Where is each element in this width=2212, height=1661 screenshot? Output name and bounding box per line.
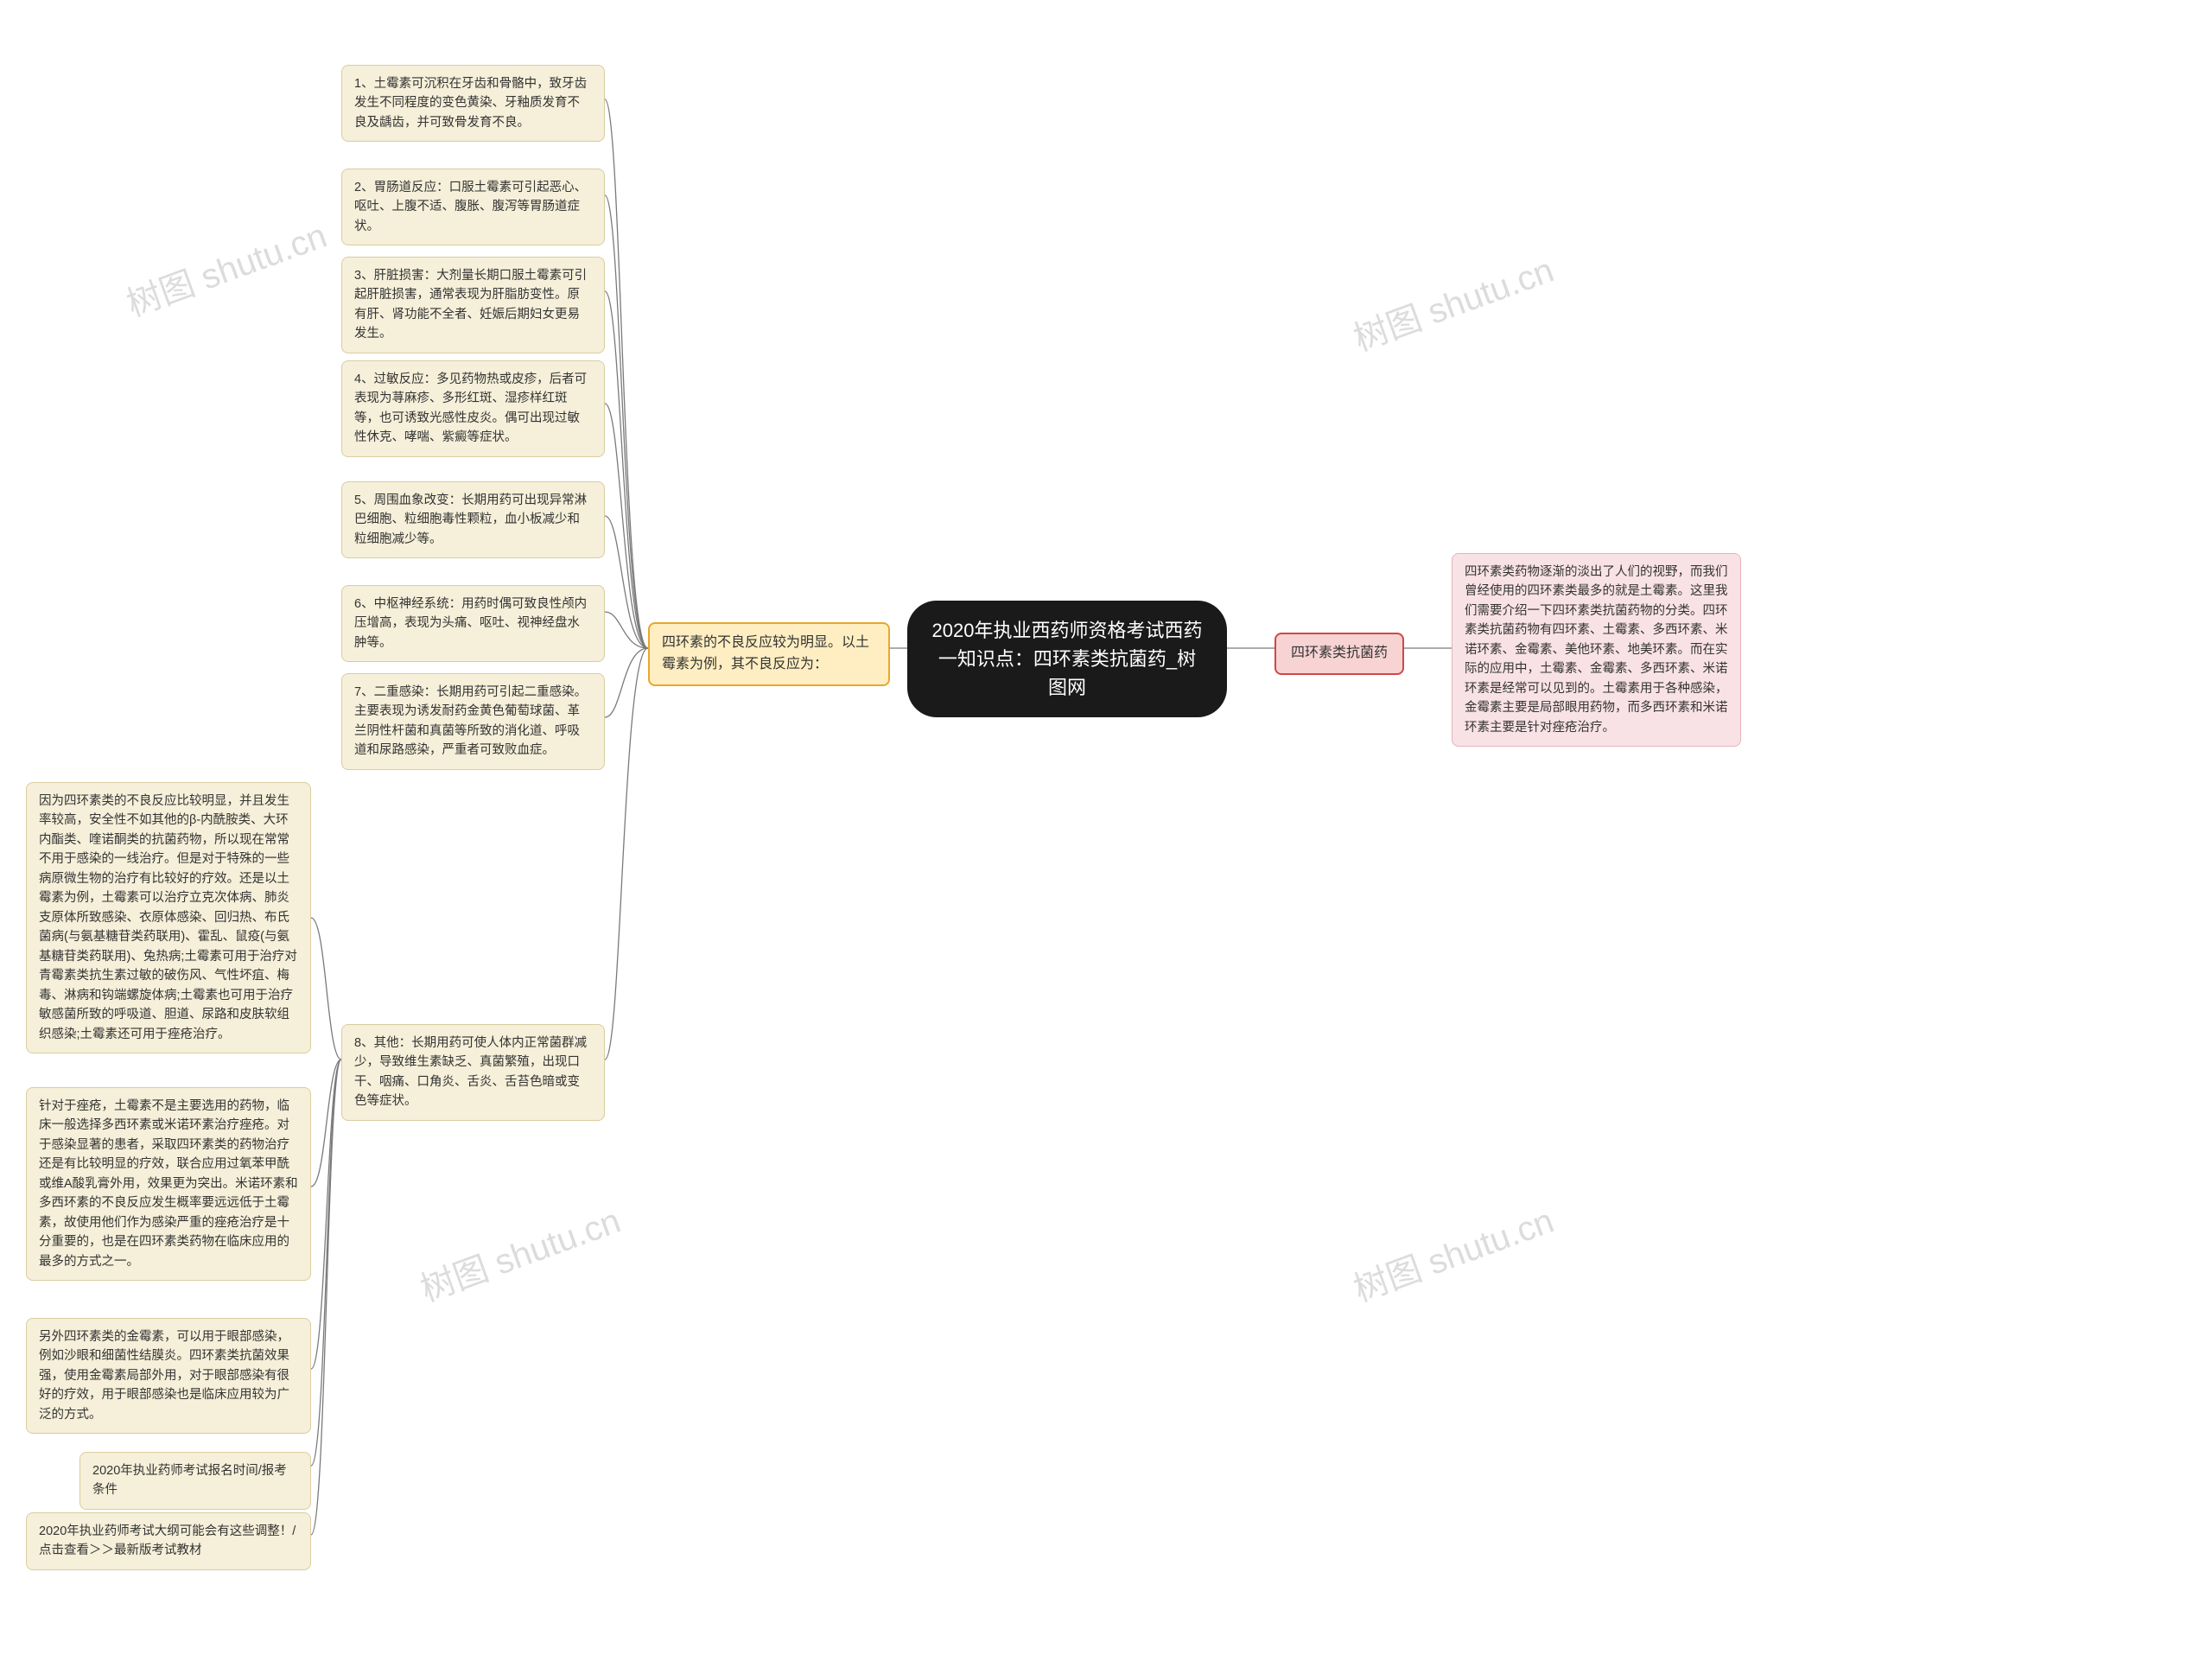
- leaf-item-4[interactable]: 4、过敏反应：多见药物热或皮疹，后者可表现为荨麻疹、多形红斑、湿疹样红斑等，也可…: [341, 360, 605, 457]
- branch-left-adverse-reactions[interactable]: 四环素的不良反应较为明显。以土霉素为例，其不良反应为：: [648, 622, 890, 686]
- leaf-item-6[interactable]: 6、中枢神经系统：用药时偶可致良性颅内压增高，表现为头痛、呕吐、视神经盘水肿等。: [341, 585, 605, 662]
- leaf-text: 7、二重感染：长期用药可引起二重感染。主要表现为诱发耐药金黄色葡萄球菌、革兰阴性…: [354, 685, 587, 757]
- mindmap-root[interactable]: 2020年执业西药师资格考试西药一知识点：四环素类抗菌药_树图网: [907, 601, 1227, 717]
- leaf-item-1[interactable]: 1、土霉素可沉积在牙齿和骨骼中，致牙齿发生不同程度的变色黄染、牙釉质发育不良及龋…: [341, 65, 605, 142]
- leaf-text: 1、土霉素可沉积在牙齿和骨骼中，致牙齿发生不同程度的变色黄染、牙釉质发育不良及龋…: [354, 77, 587, 130]
- leaf-text: 4、过敏反应：多见药物热或皮疹，后者可表现为荨麻疹、多形红斑、湿疹样红斑等，也可…: [354, 372, 587, 444]
- leaf-text: 8、其他：长期用药可使人体内正常菌群减少，导致维生素缺乏、真菌繁殖，出现口干、咽…: [354, 1036, 587, 1108]
- leaf-text: 2、胃肠道反应：口服土霉素可引起恶心、呕吐、上腹不适、腹胀、腹泻等胃肠道症状。: [354, 181, 587, 233]
- leaf-item-7[interactable]: 7、二重感染：长期用药可引起二重感染。主要表现为诱发耐药金黄色葡萄球菌、革兰阴性…: [341, 673, 605, 770]
- leaf-text: 5、周围血象改变：长期用药可出现异常淋巴细胞、粒细胞毒性颗粒，血小板减少和粒细胞…: [354, 493, 587, 546]
- mindmap-connectors: [0, 0, 2212, 1661]
- leaf-text: 另外四环素类的金霉素，可以用于眼部感染，例如沙眼和细菌性结膜炎。四环素类抗菌效果…: [39, 1330, 289, 1422]
- leaf-item-8-4[interactable]: 2020年执业药师考试报名时间/报考条件: [79, 1452, 311, 1510]
- branch-label: 四环素类抗菌药: [1291, 646, 1388, 660]
- leaf-item-5[interactable]: 5、周围血象改变：长期用药可出现异常淋巴细胞、粒细胞毒性颗粒，血小板减少和粒细胞…: [341, 481, 605, 558]
- leaf-item-3[interactable]: 3、肝脏损害：大剂量长期口服土霉素可引起肝脏损害，通常表现为肝脂肪变性。原有肝、…: [341, 257, 605, 353]
- leaf-text: 6、中枢神经系统：用药时偶可致良性颅内压增高，表现为头痛、呕吐、视神经盘水肿等。: [354, 597, 587, 650]
- leaf-right-overview[interactable]: 四环素类药物逐渐的淡出了人们的视野，而我们曾经使用的四环素类最多的就是土霉素。这…: [1452, 553, 1741, 747]
- leaf-item-8[interactable]: 8、其他：长期用药可使人体内正常菌群减少，导致维生素缺乏、真菌繁殖，出现口干、咽…: [341, 1024, 605, 1121]
- watermark: 树图 shutu.cn: [118, 207, 333, 326]
- leaf-text: 因为四环素类的不良反应比较明显，并且发生率较高，安全性不如其他的β-内酰胺类、大…: [39, 794, 297, 1041]
- leaf-text: 四环素类药物逐渐的淡出了人们的视野，而我们曾经使用的四环素类最多的就是土霉素。这…: [1465, 565, 1728, 735]
- leaf-text: 3、肝脏损害：大剂量长期口服土霉素可引起肝脏损害，通常表现为肝脂肪变性。原有肝、…: [354, 269, 587, 340]
- watermark: 树图 shutu.cn: [1345, 1193, 1560, 1311]
- root-text: 2020年执业西药师资格考试西药一知识点：四环素类抗菌药_树图网: [932, 620, 1203, 698]
- leaf-item-8-3[interactable]: 另外四环素类的金霉素，可以用于眼部感染，例如沙眼和细菌性结膜炎。四环素类抗菌效果…: [26, 1318, 311, 1434]
- leaf-item-2[interactable]: 2、胃肠道反应：口服土霉素可引起恶心、呕吐、上腹不适、腹胀、腹泻等胃肠道症状。: [341, 169, 605, 245]
- leaf-text: 针对于痤疮，土霉素不是主要选用的药物，临床一般选择多西环素或米诺环素治疗痤疮。对…: [39, 1099, 298, 1269]
- leaf-item-8-2[interactable]: 针对于痤疮，土霉素不是主要选用的药物，临床一般选择多西环素或米诺环素治疗痤疮。对…: [26, 1087, 311, 1281]
- branch-label: 四环素的不良反应较为明显。以土霉素为例，其不良反应为：: [662, 635, 869, 671]
- branch-right-tetracycline-antibacterials[interactable]: 四环素类抗菌药: [1274, 633, 1404, 675]
- leaf-item-8-5[interactable]: 2020年执业药师考试大纲可能会有这些调整！/点击查看＞＞最新版考试教材: [26, 1512, 311, 1570]
- leaf-item-8-1[interactable]: 因为四环素类的不良反应比较明显，并且发生率较高，安全性不如其他的β-内酰胺类、大…: [26, 782, 311, 1053]
- leaf-text: 2020年执业药师考试大纲可能会有这些调整！/点击查看＞＞最新版考试教材: [39, 1524, 296, 1557]
- leaf-text: 2020年执业药师考试报名时间/报考条件: [92, 1464, 287, 1497]
- watermark: 树图 shutu.cn: [412, 1193, 626, 1311]
- watermark: 树图 shutu.cn: [1345, 242, 1560, 360]
